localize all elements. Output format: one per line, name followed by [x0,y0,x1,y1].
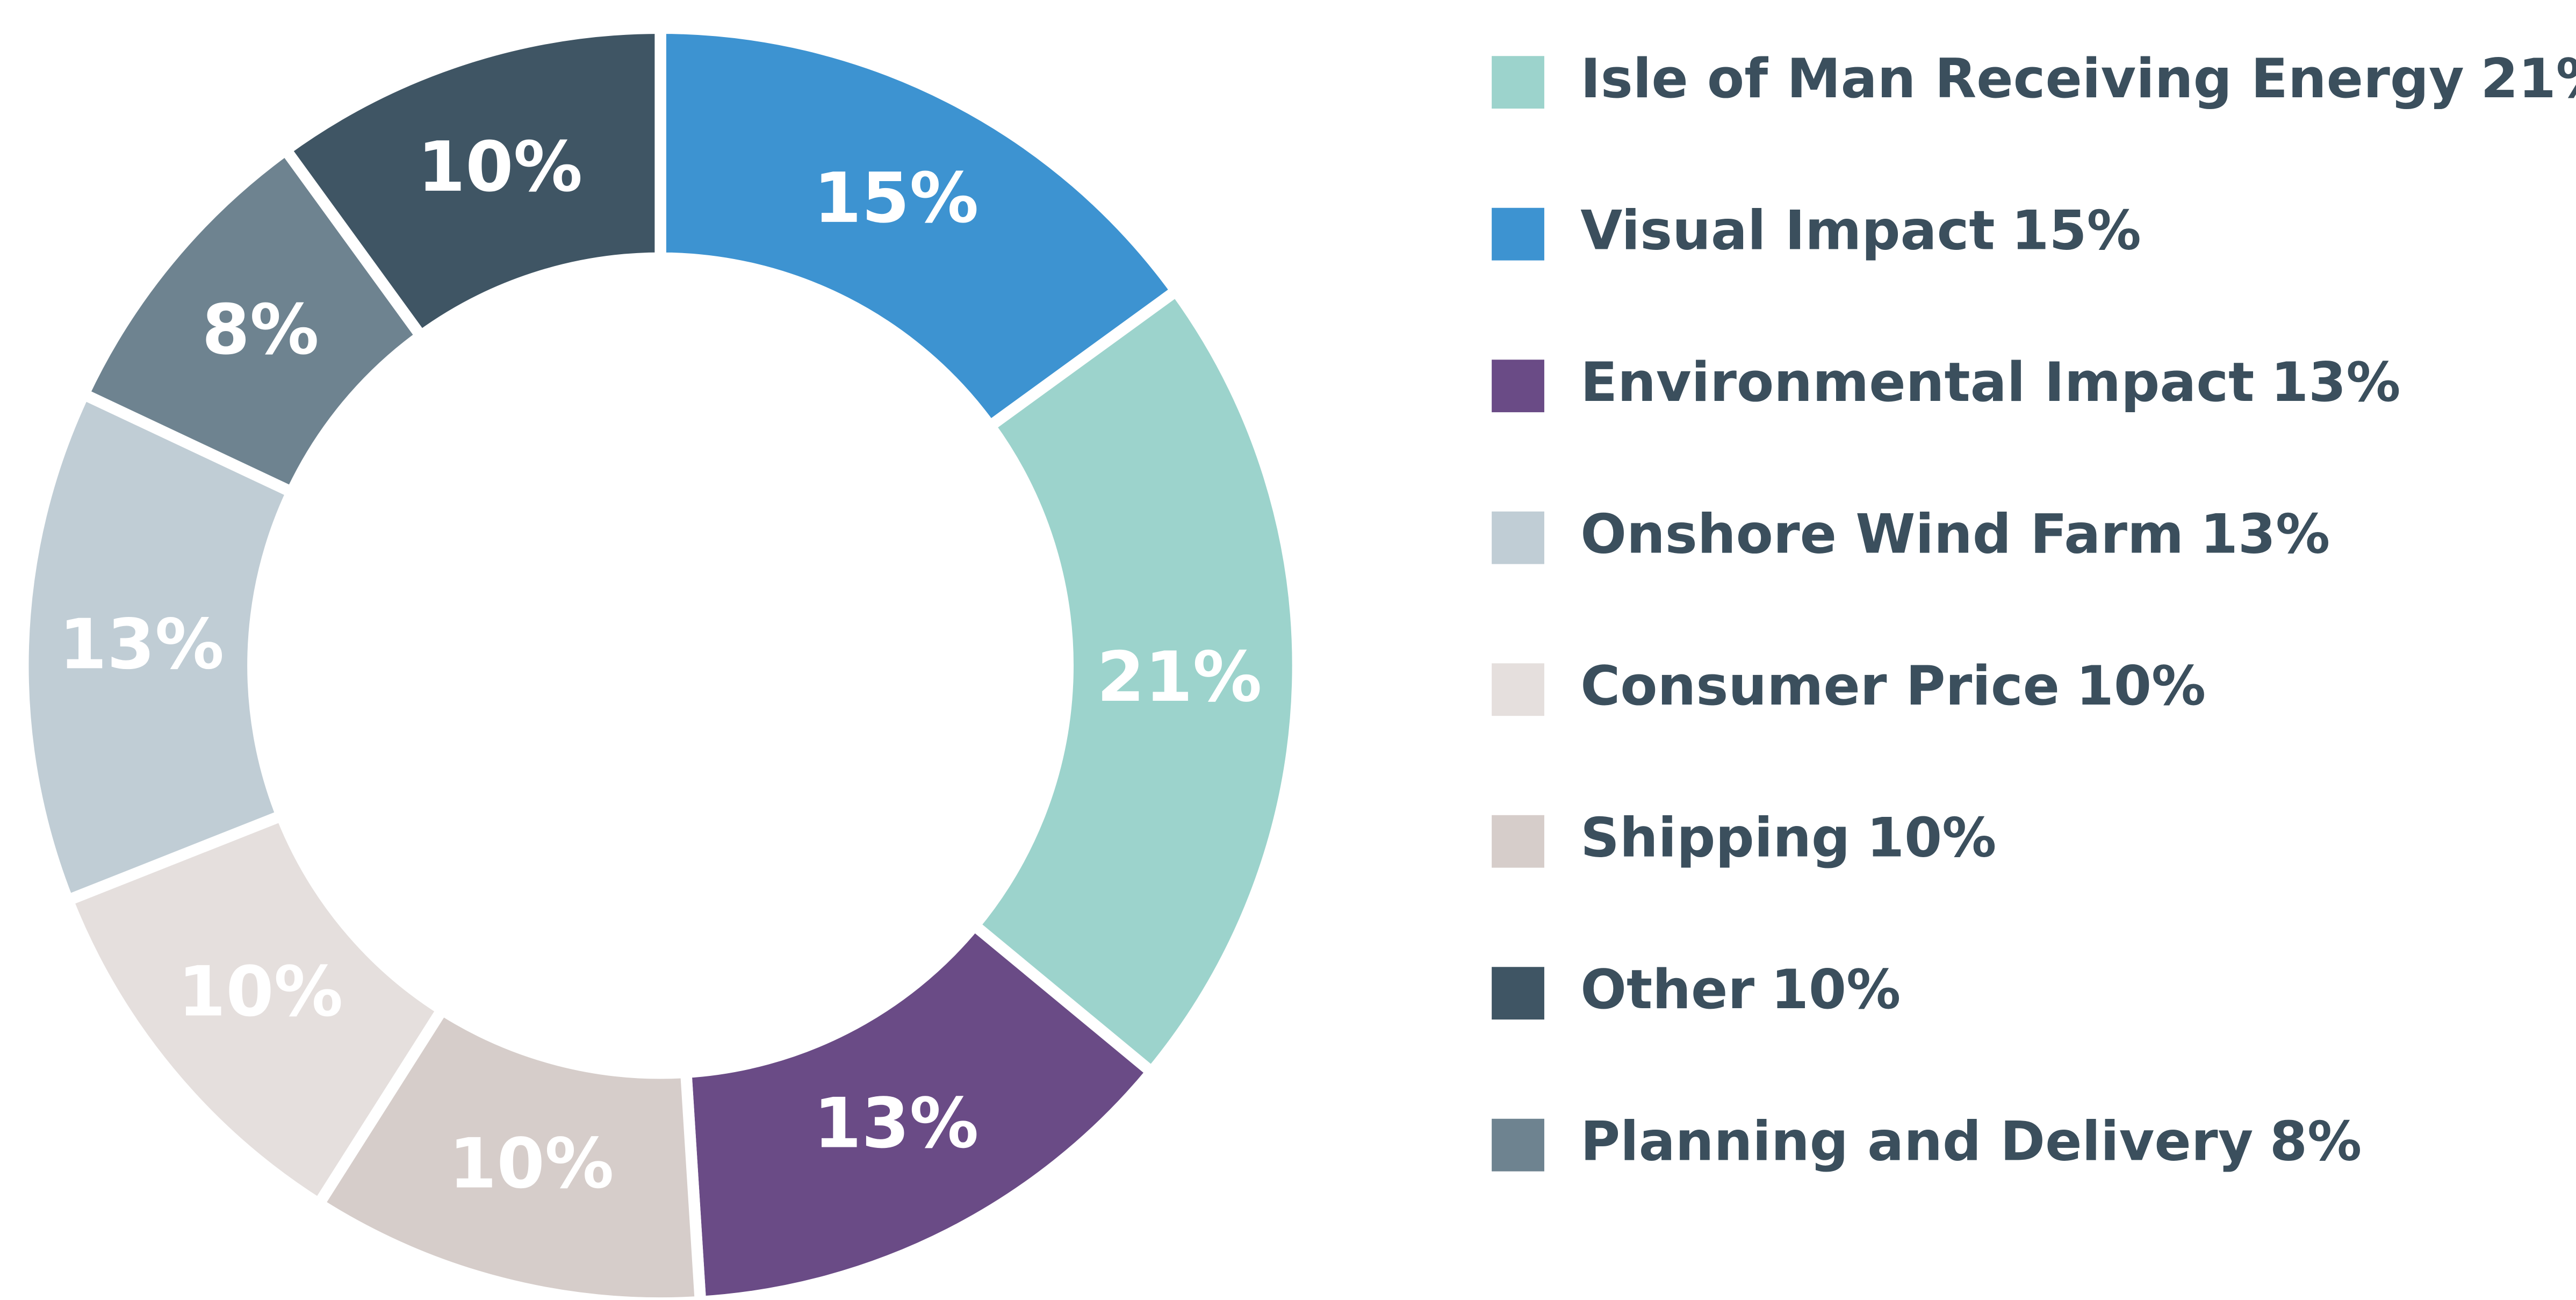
legend-swatch [1492,207,1544,261]
legend-label: Consumer Price 10% [1580,654,2206,717]
legend-label: Isle of Man Receiving Energy 21% [1580,47,2576,110]
legend-name: Onshore Wind Farm [1580,502,2184,566]
slice-label: 10% [178,952,343,1032]
legend-name: Other [1580,958,1754,1021]
legend-value: 10% [2076,654,2206,717]
slice-label: 8% [202,290,319,370]
legend-name: Shipping [1580,806,1850,870]
legend-swatch [1492,967,1544,1020]
legend-name: Planning and Delivery [1580,1110,2253,1173]
slice-label: 13% [814,1084,978,1164]
legend-value: 10% [1867,806,1996,870]
legend-name: Environmental Impact [1580,350,2254,414]
legend-label: Planning and Delivery 8% [1580,1110,2362,1173]
legend-label: Environmental Impact 13% [1580,350,2400,414]
legend-swatch [1492,56,1544,109]
slice-label: 13% [59,605,224,685]
slice-label: 15% [814,159,978,239]
legend-swatch [1492,1118,1544,1172]
legend-value: 15% [2011,199,2141,262]
slice [277,22,666,344]
legend-value: 13% [2200,502,2330,566]
legend: Isle of Man Receiving Energy 21% Visual Im… [1492,47,2576,1173]
slice-labels: 15% 21% 13% 10% 10% 13% 8% 10% [59,127,1262,1204]
slice [311,1001,707,1300]
legend-label: Visual Impact 15% [1580,199,2141,262]
slice [17,386,300,908]
legend-swatch [1492,663,1544,716]
slice-label: 10% [449,1124,614,1204]
legend-value: 21% [2480,47,2576,110]
legend-label: Onshore Wind Farm 13% [1580,502,2330,566]
legend-value: 10% [1771,958,1901,1021]
legend-swatch [1492,815,1544,868]
legend-value: 8% [2270,1110,2362,1173]
slice [654,22,1184,434]
slice [60,808,450,1212]
legend-swatch [1492,360,1544,413]
slice-label: 10% [418,127,582,207]
slice [966,283,1304,1080]
legend-name: Isle of Man Receiving Energy [1580,47,2464,110]
legend-swatch [1492,511,1544,564]
donut [17,22,1304,1300]
legend-value: 13% [2271,350,2400,414]
legend-label: Shipping 10% [1580,806,1996,870]
legend-name: Consumer Price [1580,654,2060,717]
legend-name: Visual Impact [1580,199,1995,262]
legend-label: Other 10% [1580,958,1901,1021]
slice-label: 21% [1097,637,1262,717]
